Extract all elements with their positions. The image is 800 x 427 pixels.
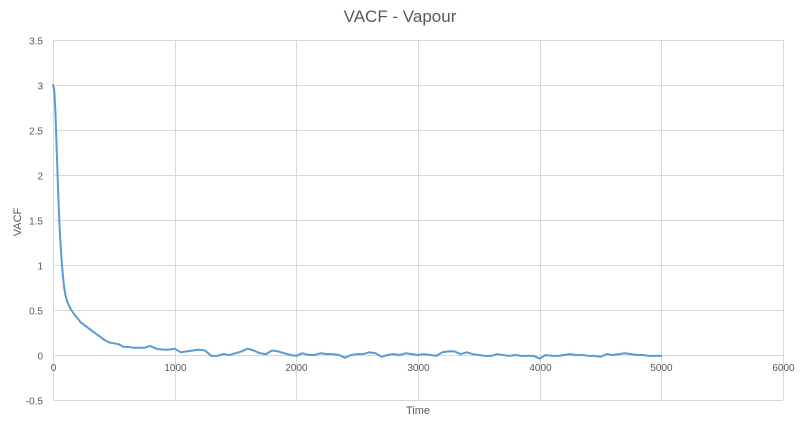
x-tick-label: 2000 — [285, 363, 308, 374]
y-tick-label: 3 — [37, 82, 43, 93]
series-layer — [52, 84, 663, 360]
series-line — [52, 84, 663, 360]
y-tick-label: 2 — [37, 172, 43, 183]
y-tick-label: 1 — [37, 262, 43, 273]
x-tick-label: 0 — [51, 363, 57, 374]
x-tick-label: 6000 — [772, 363, 795, 374]
x-axis-title: Time — [406, 405, 430, 417]
x-tick-label: 1000 — [164, 363, 187, 374]
chart-title: VACF - Vapour — [344, 7, 457, 26]
tick-labels: -0.5 0 0.5 1 1.5 2 2.5 3 3.5 0 1000 2000 3000 4000 500… — [26, 37, 795, 408]
y-tick-label: 1.5 — [29, 217, 43, 228]
y-tick-label: 3.5 — [29, 37, 43, 48]
y-tick-label: 0.5 — [29, 307, 43, 318]
y-axis-title: VACF — [12, 207, 24, 236]
x-tick-label: 4000 — [529, 363, 552, 374]
x-tick-label: 3000 — [407, 363, 430, 374]
gridlines — [53, 40, 784, 401]
y-tick-label: 0 — [37, 352, 43, 363]
y-tick-label: -0.5 — [26, 397, 44, 408]
y-tick-label: 2.5 — [29, 127, 43, 138]
x-tick-label: 5000 — [650, 363, 673, 374]
